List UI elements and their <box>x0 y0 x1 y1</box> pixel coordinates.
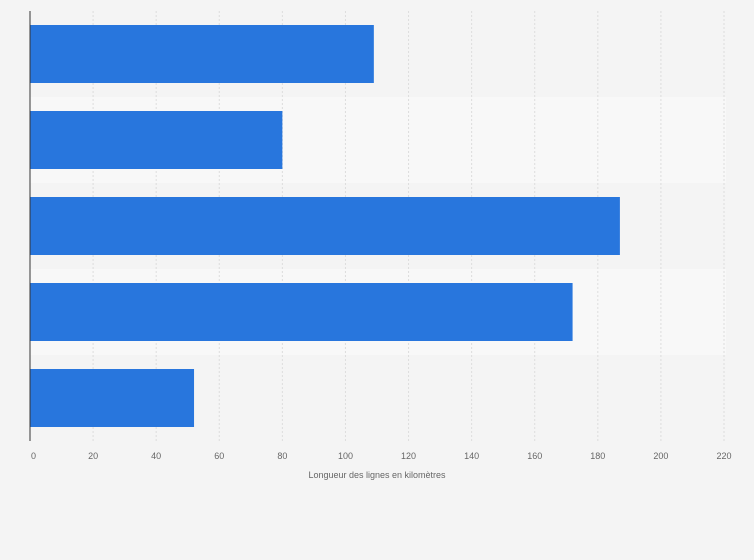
x-tick-label: 120 <box>401 451 416 461</box>
bar <box>30 111 283 169</box>
x-tick-label: 220 <box>716 451 731 461</box>
bars <box>30 25 620 427</box>
x-axis-title: Longueur des lignes en kilomètres <box>308 470 446 480</box>
x-tick-label: 180 <box>590 451 605 461</box>
x-tick-label: 20 <box>88 451 98 461</box>
x-tick-label: 40 <box>151 451 161 461</box>
bar <box>30 369 195 427</box>
bar <box>30 283 573 341</box>
bar <box>30 25 374 83</box>
x-tick-label: 0 <box>31 451 36 461</box>
bar <box>30 197 620 255</box>
x-tick-label: 80 <box>277 451 287 461</box>
x-axis-ticks: 0 20 40 60 80 100 120 140 160 180 200 220 <box>31 451 732 461</box>
x-tick-label: 200 <box>653 451 668 461</box>
x-tick-label: 60 <box>214 451 224 461</box>
x-tick-label: 100 <box>338 451 353 461</box>
x-tick-label: 160 <box>527 451 542 461</box>
x-tick-label: 140 <box>464 451 479 461</box>
